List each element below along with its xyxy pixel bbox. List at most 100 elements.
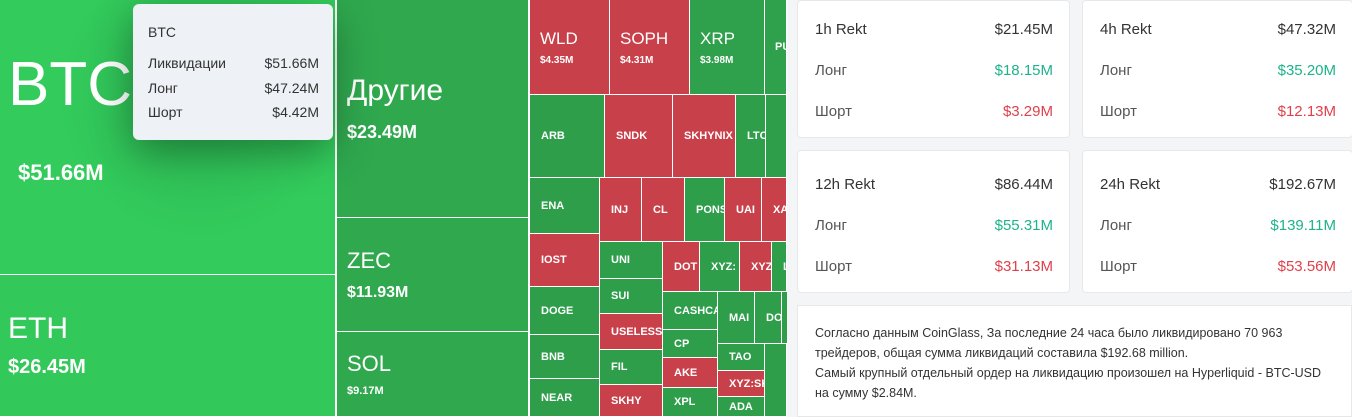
treemap-cell: ENA [530, 178, 600, 234]
treemap-cell: TAO [718, 344, 765, 371]
treemap-cell: WLD $4.35M [530, 0, 610, 95]
card-row: 12h Rekt $86.44M [815, 176, 1053, 193]
card-value: $3.29M [1002, 103, 1053, 120]
card-label: 1h Rekt [815, 21, 867, 38]
cell-label: XYZ [751, 260, 772, 273]
cell-label: CASHCA [674, 304, 718, 317]
cell-label: ETH [8, 312, 68, 345]
card-row: Лонг $55.31M [815, 217, 1053, 234]
card-row: Лонг $18.15M [815, 62, 1053, 79]
treemap-cell: DOT [663, 242, 700, 292]
note-text: Самый крупный отдельный ордер на ликвида… [815, 366, 1322, 400]
rekt-card: 12h Rekt $86.44M Лонг $55.31M Шорт $31.13M [797, 150, 1070, 293]
cell-label: XYZ: [711, 260, 737, 273]
treemap-cell: ARB [530, 95, 605, 178]
card-label: Шорт [1100, 103, 1137, 120]
card-label: Лонг [1100, 217, 1132, 234]
cell-label: ZEC [347, 247, 391, 273]
cell-label: ADA [729, 400, 753, 413]
cell-value: $11.93M [347, 283, 409, 301]
cell-label: CP [674, 337, 690, 350]
treemap-cell [766, 95, 787, 178]
cell-label: FIL [611, 361, 628, 373]
treemap-cell: XPL [663, 388, 718, 417]
tooltip-row: Лонг $47.24M [148, 80, 319, 105]
cell-value: $9.17M [347, 385, 384, 397]
tooltip-value: $51.66M [264, 55, 319, 71]
card-label: Лонг [815, 62, 847, 79]
cell-label: IOST [541, 254, 567, 266]
card-value: $12.13M [1277, 103, 1336, 120]
cell-label: BTC [8, 49, 132, 119]
tooltip-row: Ликвидации $51.66M [148, 55, 319, 80]
tooltip-label: Лонг [148, 79, 178, 96]
treemap-cell: SKHY [600, 385, 663, 417]
tooltip-value: $47.24M [264, 79, 319, 96]
treemap-cell: NEAR [530, 379, 600, 417]
treemap-cell: ADA [718, 397, 765, 417]
card-row: 1h Rekt $21.45M [815, 21, 1053, 38]
treemap-cell: XYZ:SK [718, 371, 765, 397]
card-row: Шорт $53.56M [1100, 258, 1336, 275]
treemap-cell [782, 292, 787, 344]
cell-label: SOPH [620, 28, 669, 48]
card-row: 4h Rekt $47.32M [1100, 21, 1336, 38]
note: Согласно данным CoinGlass, За последние … [797, 305, 1352, 417]
card-label: Шорт [1100, 258, 1137, 275]
cell-label: PONS [696, 203, 725, 216]
card-label: Лонг [1100, 62, 1132, 79]
card-value: $139.11M [1270, 217, 1336, 234]
cell-label: SKHYNIX [684, 130, 733, 142]
treemap-cell: AKE [663, 358, 718, 388]
treemap-cell: XA [762, 178, 787, 242]
treemap-cell: INJ [600, 178, 642, 242]
card-value: $18.15M [994, 62, 1053, 79]
card-row: Шорт $12.13M [1100, 103, 1336, 120]
treemap-cell: XRP $3.98M [690, 0, 765, 95]
card-row: Шорт $31.13M [815, 258, 1053, 275]
tooltip-label: Ликвидации [148, 55, 227, 71]
cell-value: $4.31M [620, 54, 654, 66]
rekt-card: 24h Rekt $192.67M Лонг $139.11M Шорт $53.56M [1082, 150, 1352, 293]
treemap-cell: L [772, 242, 787, 292]
tooltip-label: Шорт [148, 104, 183, 120]
card-value: $21.45M [994, 21, 1053, 38]
treemap-cell: CL [642, 178, 685, 242]
card-label: 24h Rekt [1100, 176, 1161, 193]
cell-label: XA [773, 203, 787, 216]
tooltip: BTC Ликвидации $51.66M Лонг $47.24M Шорт $4.4… [133, 4, 333, 140]
card-value: $31.13M [994, 258, 1053, 275]
card-row: Лонг $139.11M [1100, 217, 1336, 234]
treemap-cell: PU [765, 0, 787, 95]
cell-label: XPL [674, 396, 696, 408]
cell-label: SOL [347, 351, 392, 376]
cell-label: UAI [736, 203, 755, 216]
card-value: $192.67M [1269, 176, 1336, 193]
card-label: Лонг [815, 217, 847, 234]
cell-value: $23.49M [347, 122, 418, 142]
card-label: Шорт [815, 103, 852, 120]
card-row: Шорт $3.29M [815, 103, 1053, 120]
cell-label: INJ [611, 203, 629, 216]
cell-label: AKE [674, 366, 698, 379]
treemap-cell: SKHYNIX [673, 95, 736, 178]
cell-label: ENA [541, 199, 565, 212]
cell-label: TAO [729, 351, 752, 363]
card-row: 24h Rekt $192.67M [1100, 176, 1336, 193]
cell-label: Другие [347, 74, 444, 107]
treemap-cell: UAI [725, 178, 762, 242]
card-label: Шорт [815, 258, 852, 275]
cell-label: XRP [700, 28, 735, 48]
cell-label: UNI [611, 254, 630, 266]
cell-value: $3.98M [700, 54, 734, 66]
card-value: $86.44M [994, 176, 1053, 193]
cell-label: DOG [766, 311, 782, 324]
cell-label: WLD [540, 28, 578, 48]
treemap-cell: ZEC $11.93M [337, 218, 529, 332]
card-row: Лонг $35.20M [1100, 62, 1336, 79]
tooltip-title: BTC [148, 24, 176, 40]
treemap-cell: ETH $26.45M [0, 275, 336, 417]
treemap-cell [765, 344, 787, 417]
treemap-cell: BNB [530, 335, 600, 379]
